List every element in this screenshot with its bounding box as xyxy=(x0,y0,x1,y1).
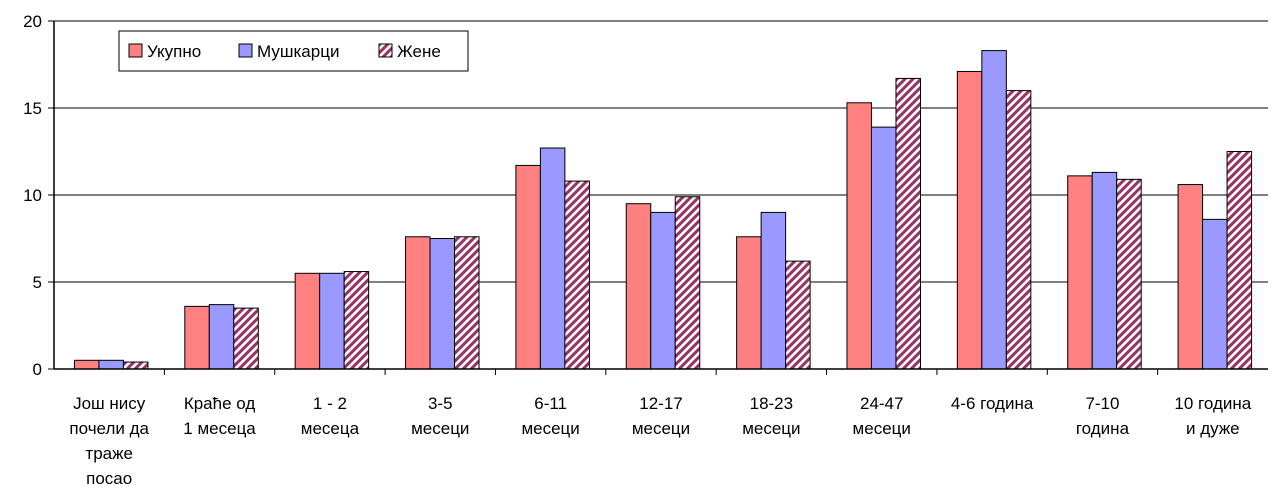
x-category-label: 6-11 месеци xyxy=(521,394,579,438)
x-category-label-line: Још нису xyxy=(73,394,146,413)
x-category-label-line: месеци xyxy=(632,419,690,438)
x-category-label: 4-6 година xyxy=(951,394,1034,413)
x-category-label-line: месеци xyxy=(411,419,469,438)
bar-women xyxy=(233,307,259,370)
legend-label: Мушкарци xyxy=(257,42,339,61)
bar-total xyxy=(184,305,210,370)
axis-labels: 0 5 10 15 20 Још нису почели да траже посао Краће… xyxy=(23,12,1252,488)
x-category-label-line: 12-17 xyxy=(639,394,682,413)
x-category-label-line: 18-23 xyxy=(750,394,793,413)
bar-men xyxy=(981,50,1007,370)
x-category-label-line: месеци xyxy=(521,419,579,438)
x-category-label-line: месеци xyxy=(853,419,911,438)
x-category-label: 10 година и дуже xyxy=(1174,394,1251,438)
x-category-label-line: посао xyxy=(86,469,132,488)
bar-men xyxy=(650,211,676,370)
x-category-label-line: 1 месеца xyxy=(183,419,256,438)
legend-label: Жене xyxy=(397,42,441,61)
y-tick-label: 20 xyxy=(23,12,42,31)
bar-women xyxy=(785,260,811,370)
bar-men xyxy=(319,272,345,370)
x-category-label-line: 24-47 xyxy=(860,394,903,413)
bar-men xyxy=(760,211,787,370)
bar-total xyxy=(846,102,872,370)
bar-total xyxy=(1177,184,1204,370)
x-category-label: 3-5 месеци xyxy=(411,394,469,438)
bar-total xyxy=(73,359,100,370)
y-tick-label: 0 xyxy=(33,360,42,379)
y-tick-label: 10 xyxy=(23,186,42,205)
bar-total xyxy=(1067,175,1093,370)
bar-women xyxy=(1116,178,1142,370)
bar-men xyxy=(1091,171,1118,370)
bar-total xyxy=(405,236,431,370)
bar-men xyxy=(98,359,124,370)
bar-women xyxy=(343,271,370,370)
legend-swatch xyxy=(378,43,393,58)
x-category-label: Још нису почели да траже посао xyxy=(69,394,149,488)
legend-swatch xyxy=(238,43,253,58)
bar-women xyxy=(1226,151,1253,370)
x-category-label-line: 1 - 2 xyxy=(313,394,347,413)
x-category-label-line: месеца xyxy=(301,419,360,438)
x-category-label-line: 10 година xyxy=(1174,394,1251,413)
bar-women xyxy=(895,77,921,370)
x-category-label-line: 4-6 година xyxy=(951,394,1034,413)
legend-box xyxy=(118,30,469,72)
bar-men xyxy=(429,238,456,370)
bar-women xyxy=(122,361,149,370)
legend-label: Укупно xyxy=(147,42,201,61)
bar-total xyxy=(294,272,321,370)
x-category-label: 7-10 година xyxy=(1076,394,1130,438)
x-category-label: 12-17 месеци xyxy=(632,394,690,438)
x-category-label-line: и дуже xyxy=(1186,419,1240,438)
axes xyxy=(48,20,1268,375)
bar-total xyxy=(515,164,541,370)
bar-women xyxy=(564,180,590,370)
bar-women xyxy=(454,236,480,370)
x-category-label-line: почели да xyxy=(69,419,149,438)
y-tick-label: 15 xyxy=(23,99,42,118)
bar-total xyxy=(625,203,652,370)
bar-men xyxy=(539,147,566,370)
x-category-label: Краће од 1 месеца xyxy=(183,394,256,438)
x-category-label-line: 3-5 xyxy=(428,394,453,413)
bars-group xyxy=(73,50,1253,370)
x-category-label-line: Краће од xyxy=(184,394,256,413)
bar-total xyxy=(736,236,762,370)
bar-men xyxy=(1202,218,1228,370)
bar-men xyxy=(208,304,235,370)
bar-total xyxy=(956,70,983,370)
y-tick-label: 5 xyxy=(33,273,42,292)
x-category-label-line: 6-11 xyxy=(534,394,567,413)
bar-women xyxy=(674,196,701,370)
legend-swatch xyxy=(128,43,143,58)
x-category-label-line: месеци xyxy=(742,419,800,438)
x-category-label: 18-23 месеци xyxy=(742,394,800,438)
x-category-label-line: година xyxy=(1076,419,1130,438)
bar-women xyxy=(1005,90,1032,370)
legend: Укупно Мушкарци Жене xyxy=(118,30,469,72)
bar-men xyxy=(870,126,897,370)
x-category-label-line: траже xyxy=(85,444,133,463)
x-category-label: 1 - 2 месеца xyxy=(301,394,360,438)
x-category-label-line: 7-10 xyxy=(1085,394,1119,413)
x-category-label: 24-47 месеци xyxy=(853,394,911,438)
